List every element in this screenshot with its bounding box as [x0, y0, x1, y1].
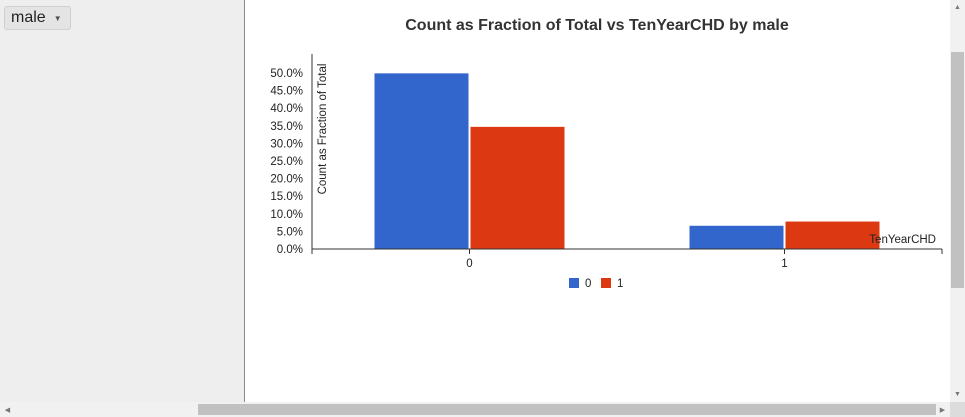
bar-1-series-0[interactable] — [689, 225, 784, 249]
y-tick-label: 15.0% — [270, 191, 303, 203]
scroll-up-icon[interactable]: ▲ — [954, 4, 961, 11]
chart-title: Count as Fraction of Total vs TenYearCHD… — [405, 17, 789, 34]
x-tick-label: 0 — [466, 258, 472, 270]
horizontal-scroll-thumb[interactable] — [198, 404, 936, 415]
y-tick-label: 25.0% — [270, 156, 303, 168]
y-tick-label: 45.0% — [270, 86, 303, 98]
filter-panel: male ▼ — [0, 0, 245, 402]
bar-1-series-1[interactable] — [785, 221, 880, 249]
y-tick-label: 5.0% — [277, 226, 303, 238]
y-tick-label: 40.0% — [270, 103, 303, 115]
vertical-scrollbar[interactable]: ▲ ▼ — [950, 0, 965, 402]
group-by-dropdown[interactable]: male ▼ — [4, 6, 71, 30]
y-tick-label: 20.0% — [270, 174, 303, 186]
scrollbar-corner — [950, 402, 965, 417]
y-axis-label: Count as Fraction of Total — [317, 64, 329, 195]
bar-0-series-1[interactable] — [470, 126, 565, 249]
scroll-down-icon[interactable]: ▼ — [954, 391, 961, 398]
chart-container: Count as Fraction of Total vs TenYearCHD… — [245, 0, 950, 402]
y-tick-label: 10.0% — [270, 209, 303, 221]
y-tick-label: 0.0% — [277, 244, 303, 256]
vertical-scroll-thumb[interactable] — [951, 52, 964, 288]
y-tick-label: 30.0% — [270, 138, 303, 150]
x-tick-label: 1 — [781, 258, 787, 270]
legend-label-1: 1 — [617, 278, 623, 290]
bar-chart: Count as Fraction of Total vs TenYearCHD… — [270, 17, 943, 290]
scroll-right-icon[interactable]: ▶ — [939, 406, 946, 414]
y-tick-label: 35.0% — [270, 121, 303, 133]
bar-0-series-0[interactable] — [374, 73, 469, 250]
legend-swatch-0 — [569, 278, 579, 288]
x-axis-label: TenYearCHD — [869, 234, 936, 246]
dropdown-selected-value: male — [11, 9, 46, 26]
chevron-down-icon: ▼ — [53, 13, 62, 23]
scroll-left-icon[interactable]: ◀ — [4, 406, 11, 414]
legend-swatch-1 — [601, 278, 611, 288]
y-tick-label: 50.0% — [270, 68, 303, 80]
legend-label-0: 0 — [585, 278, 591, 290]
horizontal-scrollbar[interactable]: ◀ ▶ — [0, 402, 965, 417]
